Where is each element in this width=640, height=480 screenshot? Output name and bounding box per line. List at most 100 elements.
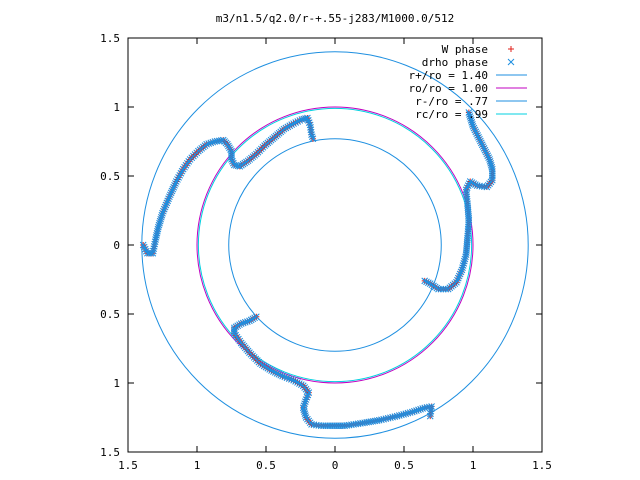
marker-drho-phase bbox=[169, 185, 177, 193]
marker-drho-phase bbox=[476, 182, 483, 190]
marker-drho-phase bbox=[310, 421, 318, 429]
marker-drho-phase bbox=[162, 201, 170, 209]
marker-drho-phase bbox=[155, 221, 163, 229]
marker-drho-phase bbox=[301, 410, 309, 417]
marker-drho-phase bbox=[437, 285, 445, 293]
marker-drho-phase bbox=[292, 377, 299, 385]
marker-drho-phase bbox=[308, 133, 316, 141]
marker-drho-phase bbox=[469, 122, 477, 130]
phase-points bbox=[139, 109, 496, 430]
marker-drho-phase bbox=[290, 376, 297, 384]
marker-drho-phase bbox=[415, 406, 422, 414]
circle-r-ro-77 bbox=[228, 138, 442, 352]
marker-drho-phase bbox=[270, 368, 277, 375]
marker-drho-phase bbox=[444, 285, 452, 293]
legend-marker-drho-phase bbox=[507, 58, 515, 66]
marker-drho-phase bbox=[398, 411, 405, 419]
marker-drho-phase bbox=[297, 381, 305, 389]
marker-drho-phase bbox=[301, 400, 308, 408]
marker-drho-phase bbox=[281, 373, 289, 381]
marker-drho-phase bbox=[165, 195, 172, 203]
legend-marker-w-phase bbox=[508, 46, 514, 52]
marker-drho-phase bbox=[271, 369, 279, 376]
marker-drho-phase bbox=[423, 404, 431, 411]
marker-drho-phase bbox=[139, 241, 147, 249]
marker-drho-phase bbox=[468, 119, 476, 126]
marker-drho-phase bbox=[425, 279, 432, 287]
marker-drho-phase bbox=[461, 255, 469, 263]
marker-drho-phase bbox=[465, 109, 473, 116]
y-tick-label: 0 bbox=[113, 239, 120, 252]
legend-label-drho-phase: drho phase bbox=[422, 56, 488, 69]
y-tick-label: 1 bbox=[113, 377, 120, 390]
marker-drho-phase bbox=[480, 145, 488, 152]
marker-drho-phase bbox=[170, 183, 178, 191]
x-tick-label: 1 bbox=[194, 459, 201, 472]
marker-drho-phase bbox=[442, 285, 450, 293]
marker-drho-phase bbox=[252, 313, 260, 321]
x-tick-label: 0 bbox=[332, 459, 339, 472]
y-tick-label: 0.5 bbox=[100, 170, 120, 183]
x-tick-label: 0.5 bbox=[256, 459, 276, 472]
marker-drho-phase bbox=[273, 369, 281, 377]
marker-drho-phase bbox=[155, 223, 162, 231]
marker-drho-phase bbox=[481, 146, 489, 154]
marker-drho-phase bbox=[282, 124, 290, 132]
marker-drho-phase bbox=[205, 140, 213, 147]
marker-drho-phase bbox=[284, 123, 292, 131]
marker-drho-phase bbox=[171, 181, 178, 189]
marker-drho-phase bbox=[303, 393, 311, 401]
marker-drho-phase bbox=[301, 398, 309, 405]
marker-drho-phase bbox=[178, 167, 186, 175]
marker-drho-phase bbox=[487, 161, 495, 169]
marker-drho-phase bbox=[160, 205, 168, 213]
marker-drho-phase bbox=[172, 178, 180, 185]
marker-drho-phase bbox=[408, 408, 416, 416]
marker-drho-phase bbox=[228, 154, 235, 161]
y-tick-label: 1 bbox=[113, 101, 120, 114]
marker-drho-phase bbox=[299, 382, 307, 390]
marker-drho-phase bbox=[466, 113, 474, 120]
marker-drho-phase bbox=[467, 117, 475, 124]
x-tick-label: 1.5 bbox=[532, 459, 552, 472]
marker-drho-phase bbox=[153, 231, 160, 239]
marker-drho-phase bbox=[459, 264, 466, 272]
marker-drho-phase bbox=[164, 197, 172, 205]
marker-drho-phase bbox=[419, 405, 426, 412]
marker-drho-phase bbox=[140, 243, 148, 251]
marker-drho-phase bbox=[456, 270, 464, 278]
reference-circles bbox=[141, 51, 529, 439]
marker-drho-phase bbox=[478, 141, 486, 149]
y-tick-label: 0.5 bbox=[100, 308, 120, 321]
marker-drho-phase bbox=[421, 404, 429, 412]
marker-drho-phase bbox=[302, 396, 310, 403]
marker-drho-phase bbox=[237, 320, 245, 328]
marker-drho-phase bbox=[464, 182, 472, 190]
marker-drho-phase bbox=[156, 217, 164, 225]
marker-drho-phase bbox=[477, 139, 485, 147]
marker-drho-phase bbox=[203, 140, 211, 148]
marker-drho-phase bbox=[168, 187, 176, 195]
marker-drho-phase bbox=[153, 229, 161, 237]
marker-drho-phase bbox=[175, 174, 182, 181]
marker-drho-phase bbox=[280, 125, 288, 133]
marker-drho-phase bbox=[158, 211, 166, 219]
marker-drho-phase bbox=[239, 319, 247, 327]
marker-drho-phase bbox=[484, 152, 492, 160]
marker-drho-phase bbox=[421, 277, 429, 285]
marker-drho-phase bbox=[400, 410, 407, 418]
marker-drho-phase bbox=[304, 114, 311, 122]
x-tick-label: 1 bbox=[470, 459, 477, 472]
x-tick-label: 1.5 bbox=[118, 459, 138, 472]
marker-drho-phase bbox=[460, 257, 468, 265]
marker-drho-phase bbox=[283, 374, 291, 382]
marker-drho-phase bbox=[154, 225, 162, 233]
marker-drho-phase bbox=[290, 120, 297, 127]
marker-drho-phase bbox=[474, 132, 481, 139]
marker-drho-phase bbox=[157, 215, 165, 223]
marker-drho-phase bbox=[417, 405, 424, 413]
marker-drho-phase bbox=[479, 143, 487, 150]
marker-drho-phase bbox=[294, 379, 301, 386]
marker-drho-phase bbox=[160, 207, 167, 215]
marker-drho-phase bbox=[469, 120, 476, 128]
